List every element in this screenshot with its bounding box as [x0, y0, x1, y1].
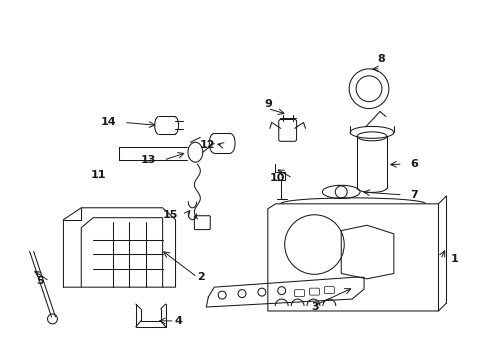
Text: 6: 6 [410, 159, 418, 169]
FancyBboxPatch shape [294, 290, 304, 297]
FancyBboxPatch shape [324, 287, 334, 294]
Text: 2: 2 [197, 272, 205, 282]
Text: 13: 13 [140, 155, 155, 165]
FancyBboxPatch shape [278, 120, 296, 141]
Text: 7: 7 [410, 190, 418, 200]
Text: 5: 5 [36, 276, 43, 286]
Text: 11: 11 [90, 170, 106, 180]
Text: 14: 14 [100, 117, 116, 127]
Text: 8: 8 [376, 54, 384, 64]
Text: 10: 10 [269, 173, 284, 183]
Text: 9: 9 [264, 99, 271, 109]
Text: 12: 12 [199, 140, 215, 150]
Text: 1: 1 [449, 255, 457, 264]
Text: 15: 15 [163, 210, 178, 220]
Text: 4: 4 [174, 316, 182, 326]
Text: 3: 3 [311, 302, 319, 312]
FancyBboxPatch shape [309, 288, 319, 295]
FancyBboxPatch shape [194, 216, 210, 230]
